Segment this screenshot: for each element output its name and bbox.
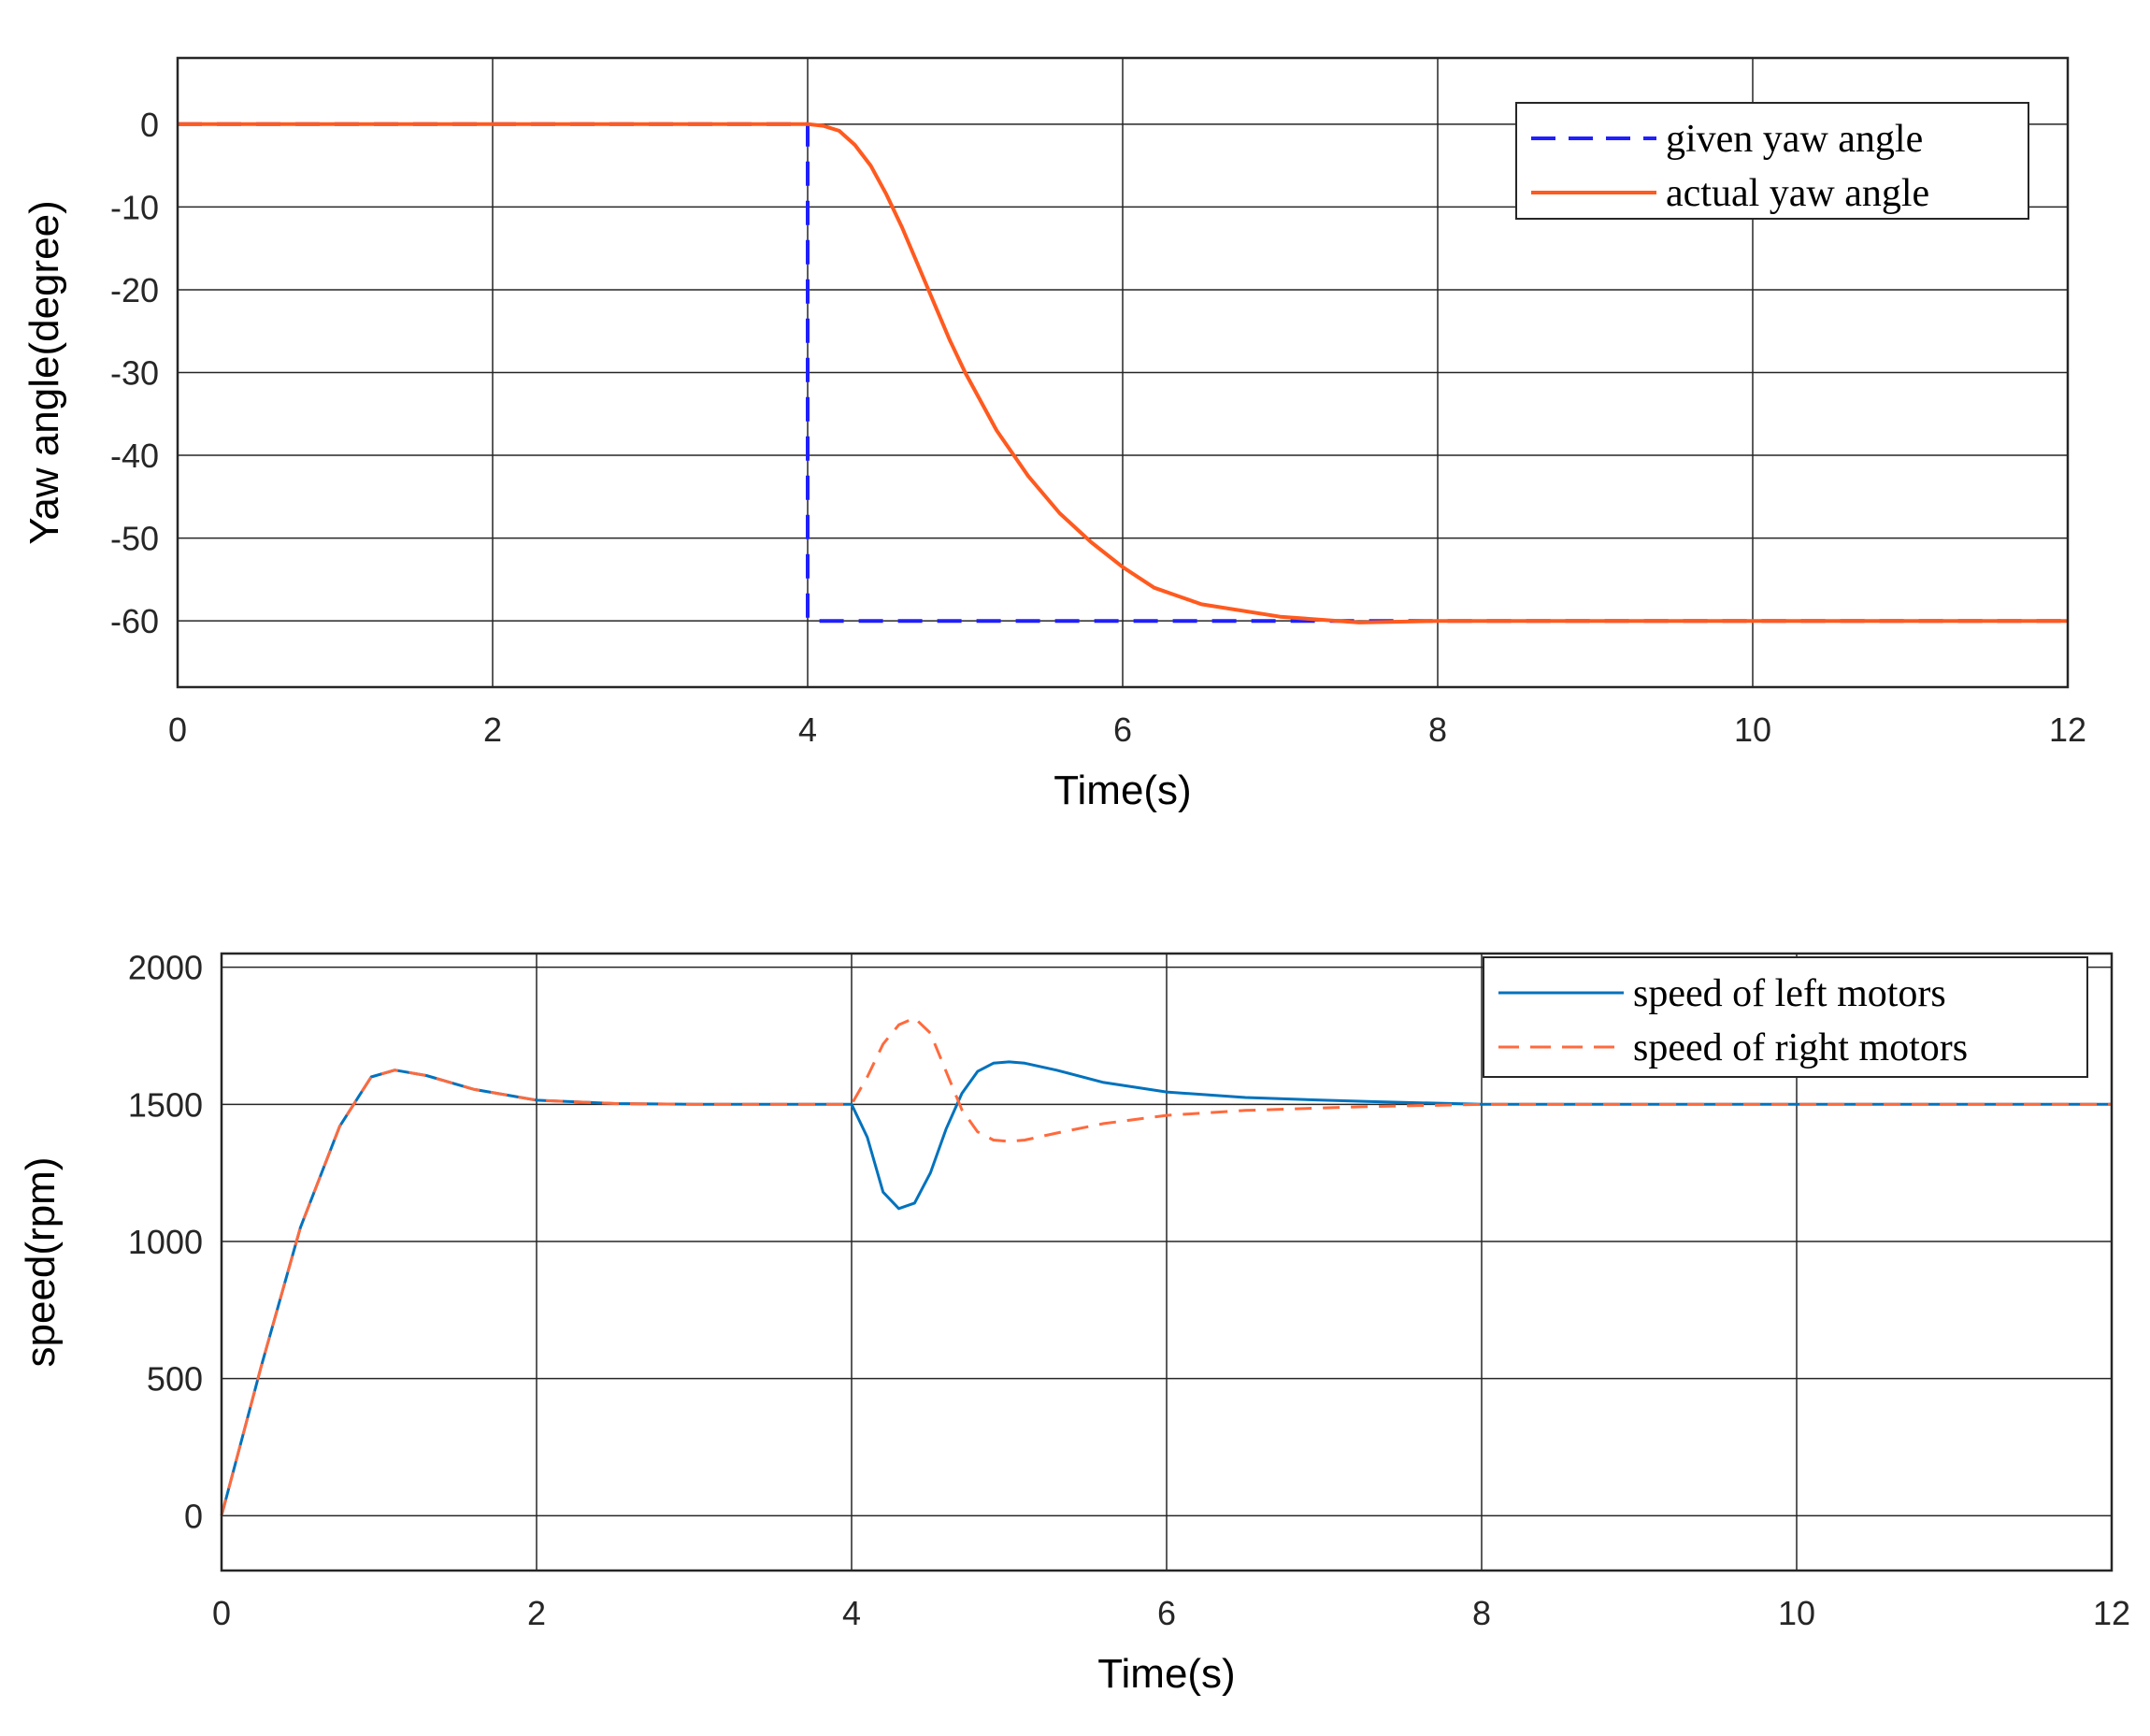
x-tick-label: 4 — [798, 710, 817, 749]
legend-box — [1515, 102, 2029, 220]
axes-frame — [176, 56, 2070, 689]
chart-motor-speed: 0 2 4 6 8 10 12 0 500 1000 1500 2000 Time(s) speed(rp… — [18, 949, 2130, 1697]
legend-label: given yaw angle — [1666, 118, 1923, 161]
y-tick-label: -50 — [110, 520, 159, 558]
y-tick-label: -60 — [110, 602, 159, 640]
legend-label: speed of left motors — [1633, 972, 1946, 1015]
x-tick-label: 10 — [1778, 1594, 1815, 1632]
x-tick-label: 4 — [842, 1594, 861, 1632]
legend: given yaw angle actual yaw angle — [1515, 102, 2029, 220]
y-tick-label: 1500 — [128, 1085, 203, 1124]
x-tick-label: 12 — [2093, 1594, 2130, 1632]
y-axis-label: speed(rpm) — [18, 1157, 64, 1368]
x-tick-label: 8 — [1428, 710, 1447, 749]
series-line-actual-yaw-angle — [178, 122, 2068, 624]
x-tick-label: 2 — [483, 710, 502, 749]
series-line-speed-of-right-motors — [220, 1016, 2112, 1516]
y-tick-label: -30 — [110, 354, 159, 393]
chart-yaw-angle: 0 2 4 6 8 10 12 0 -10 -20 -30 -40 -50 -60 Time(s) Yaw a… — [22, 56, 2086, 813]
y-tick-label: -10 — [110, 188, 159, 226]
x-tick-label: 0 — [212, 1594, 231, 1632]
x-tick-label: 12 — [2049, 710, 2086, 749]
x-axis-label: Time(s) — [1054, 768, 1191, 813]
y-tick-label: 0 — [184, 1497, 203, 1535]
y-tick-label: 2000 — [128, 949, 203, 987]
x-tick-label: 10 — [1734, 710, 1771, 749]
legend-box — [1483, 956, 2088, 1078]
y-tick-label: 1000 — [128, 1223, 203, 1261]
legend-label: speed of right motors — [1633, 1026, 1968, 1069]
axes-frame — [220, 952, 2114, 1572]
x-tick-label: 2 — [527, 1594, 546, 1632]
y-tick-label: 500 — [147, 1360, 203, 1399]
x-tick-label: 0 — [168, 710, 187, 749]
y-tick-label: -40 — [110, 437, 159, 475]
x-tick-label: 8 — [1472, 1594, 1491, 1632]
x-tick-label: 6 — [1157, 1594, 1176, 1632]
y-axis-label: Yaw angle(degree) — [22, 200, 67, 545]
x-axis-label: Time(s) — [1097, 1651, 1235, 1697]
x-tick-label: 6 — [1113, 710, 1132, 749]
y-tick-label: -20 — [110, 271, 159, 309]
y-tick-label: 0 — [140, 106, 159, 144]
legend: speed of left motors speed of right motor… — [1483, 956, 2088, 1078]
legend-label: actual yaw angle — [1666, 172, 1929, 215]
